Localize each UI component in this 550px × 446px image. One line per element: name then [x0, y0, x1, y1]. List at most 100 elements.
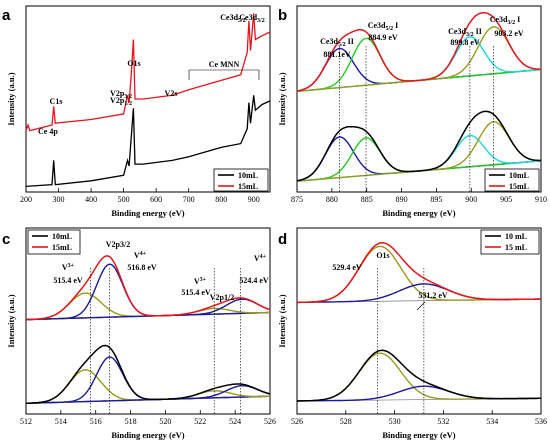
legend-label: 15mL [52, 243, 72, 252]
legend-label: 10mL [52, 232, 72, 241]
annotation-label: 524.4 eV [239, 276, 269, 285]
fit-peak-15mL [25, 298, 271, 321]
x-tick-label: 512 [20, 417, 32, 426]
x-tick-label: 885 [361, 195, 373, 204]
annotation-label: V3+ [62, 263, 75, 272]
plot-frame-d [296, 227, 542, 415]
annotation-label: V4+ [254, 254, 267, 263]
x-tick-label: 880 [326, 195, 338, 204]
annotation-label: C1s [50, 97, 63, 106]
annotation-label: 529.4 eV [332, 263, 362, 272]
x-tick-label: 400 [85, 195, 97, 204]
x-tick-label: 526 [264, 417, 276, 426]
x-ticks-d: 526 528 530 532 534 536 [291, 410, 547, 426]
x-tick-label: 300 [53, 195, 65, 204]
legend-box [27, 229, 81, 255]
envelope-10mL [296, 110, 541, 182]
x-tick-label: 890 [396, 195, 408, 204]
series-lines-b [296, 11, 542, 192]
x-axis-title-c: Binding energy (eV) [111, 430, 184, 440]
legend-box [480, 229, 540, 255]
legend-label: 10mL [238, 171, 258, 180]
fit-peak-10mL [25, 369, 271, 404]
x-tick-label: 905 [500, 195, 512, 204]
panel-c: c 512 514 516 518 520 522 524 526 Binding energ… [2, 227, 276, 440]
annotation-label: V2s [165, 89, 178, 98]
y-axis-title-b: Intensity (a.u.) [277, 72, 287, 125]
series-lines-d [296, 242, 542, 414]
x-tick-label: 532 [437, 417, 449, 426]
x-tick-label: 895 [430, 195, 442, 204]
legend-label: 15 mL [505, 243, 527, 252]
panel-a: a 200 300 400 500 600 700 800 900 Binding energ… [2, 5, 271, 218]
series-lines-a [25, 13, 271, 188]
annotation-label: Ce3d5/2 I [368, 21, 399, 32]
x-ticks-b: 875 880 885 890 895 900 905 910 [291, 188, 547, 204]
annotation-label: Ce3d5/2 II [320, 37, 354, 48]
fit-peak-10mL [296, 352, 541, 402]
x-tick-label: 536 [535, 417, 547, 426]
ce-mnn-bracket [188, 69, 260, 80]
x-tick-label: 526 [291, 417, 303, 426]
annotation-arrow [416, 301, 426, 311]
annotation-label: O1s [127, 59, 140, 68]
annotation-label: Ce3d3/2 II [448, 27, 482, 38]
y-axis-title-d: Intensity (a.u.) [277, 294, 287, 347]
x-axis-title-a: Binding energy (eV) [111, 208, 184, 218]
series-line-10mL [25, 95, 271, 188]
legend-c: 10mL 15mL [27, 229, 81, 255]
annotation-label: Ce3d3/2 [239, 13, 264, 24]
annotation-label: 515.4 eV [53, 276, 83, 285]
fit-peak-15mL [296, 37, 542, 93]
panel-letter-b: b [278, 7, 287, 24]
legend-d: 10 mL 15 mL [480, 229, 540, 255]
series-line-15mL [25, 13, 271, 132]
annotation-label: 884.9 eV [368, 33, 398, 42]
annotation-label: Ce 4p [38, 127, 58, 136]
annotations-d: O1s 529.4 eV 531.2 eV [332, 251, 448, 311]
x-tick-label: 520 [159, 417, 171, 426]
panel-d: d 526 528 530 532 534 536 Binding energy (eV)… [277, 227, 547, 440]
panel-letter-d: d [278, 231, 287, 248]
legend-label: 10mL [509, 171, 529, 180]
annotation-label: 899.8 eV [450, 38, 480, 47]
x-tick-label: 900 [248, 195, 260, 204]
x-tick-label: 528 [340, 417, 352, 426]
x-tick-label: 910 [535, 195, 547, 204]
x-tick-label: 518 [125, 417, 137, 426]
legend-label: 15mL [238, 182, 258, 191]
annotation-label: Ce MNN [209, 60, 240, 69]
x-ticks-c: 512 514 516 518 520 522 524 526 [20, 410, 276, 426]
annotation-label: 515.4 eV [181, 288, 211, 297]
x-tick-label: 530 [389, 417, 401, 426]
annotation-label: O1s [376, 251, 389, 260]
panel-letter-c: c [2, 231, 10, 248]
x-axis-title-d: Binding energy (eV) [382, 430, 455, 440]
legend-a: 10mL 15mL [213, 168, 269, 192]
annotation-label: V4+ [134, 251, 147, 260]
envelope-10mL [25, 344, 271, 405]
x-tick-label: 534 [486, 417, 498, 426]
legend-label: 10 mL [505, 232, 527, 241]
x-tick-label: 522 [194, 417, 206, 426]
annotation-label: Ce3d5/2 [220, 13, 245, 24]
x-tick-label: 200 [20, 195, 32, 204]
x-tick-label: 516 [90, 417, 102, 426]
annotation-label: V2p1/2 [210, 293, 234, 302]
x-tick-label: 875 [291, 195, 303, 204]
annotation-label: 516.8 eV [127, 263, 157, 272]
plot-frame-a [25, 5, 271, 193]
panel-letter-a: a [2, 7, 11, 24]
x-tick-label: 900 [465, 195, 477, 204]
annotation-label: V3+ [194, 277, 207, 286]
legend-b: 10mL 15mL [484, 168, 540, 192]
annotation-label: V2p3/2 [106, 240, 130, 249]
panel-b: b 875 880 885 890 895 900 905 910 Binding energ… [277, 5, 547, 218]
legend-label: 15mL [509, 182, 529, 191]
annotation-label: V2p3/2 [110, 89, 132, 100]
fit-peak-10mL [25, 356, 271, 404]
